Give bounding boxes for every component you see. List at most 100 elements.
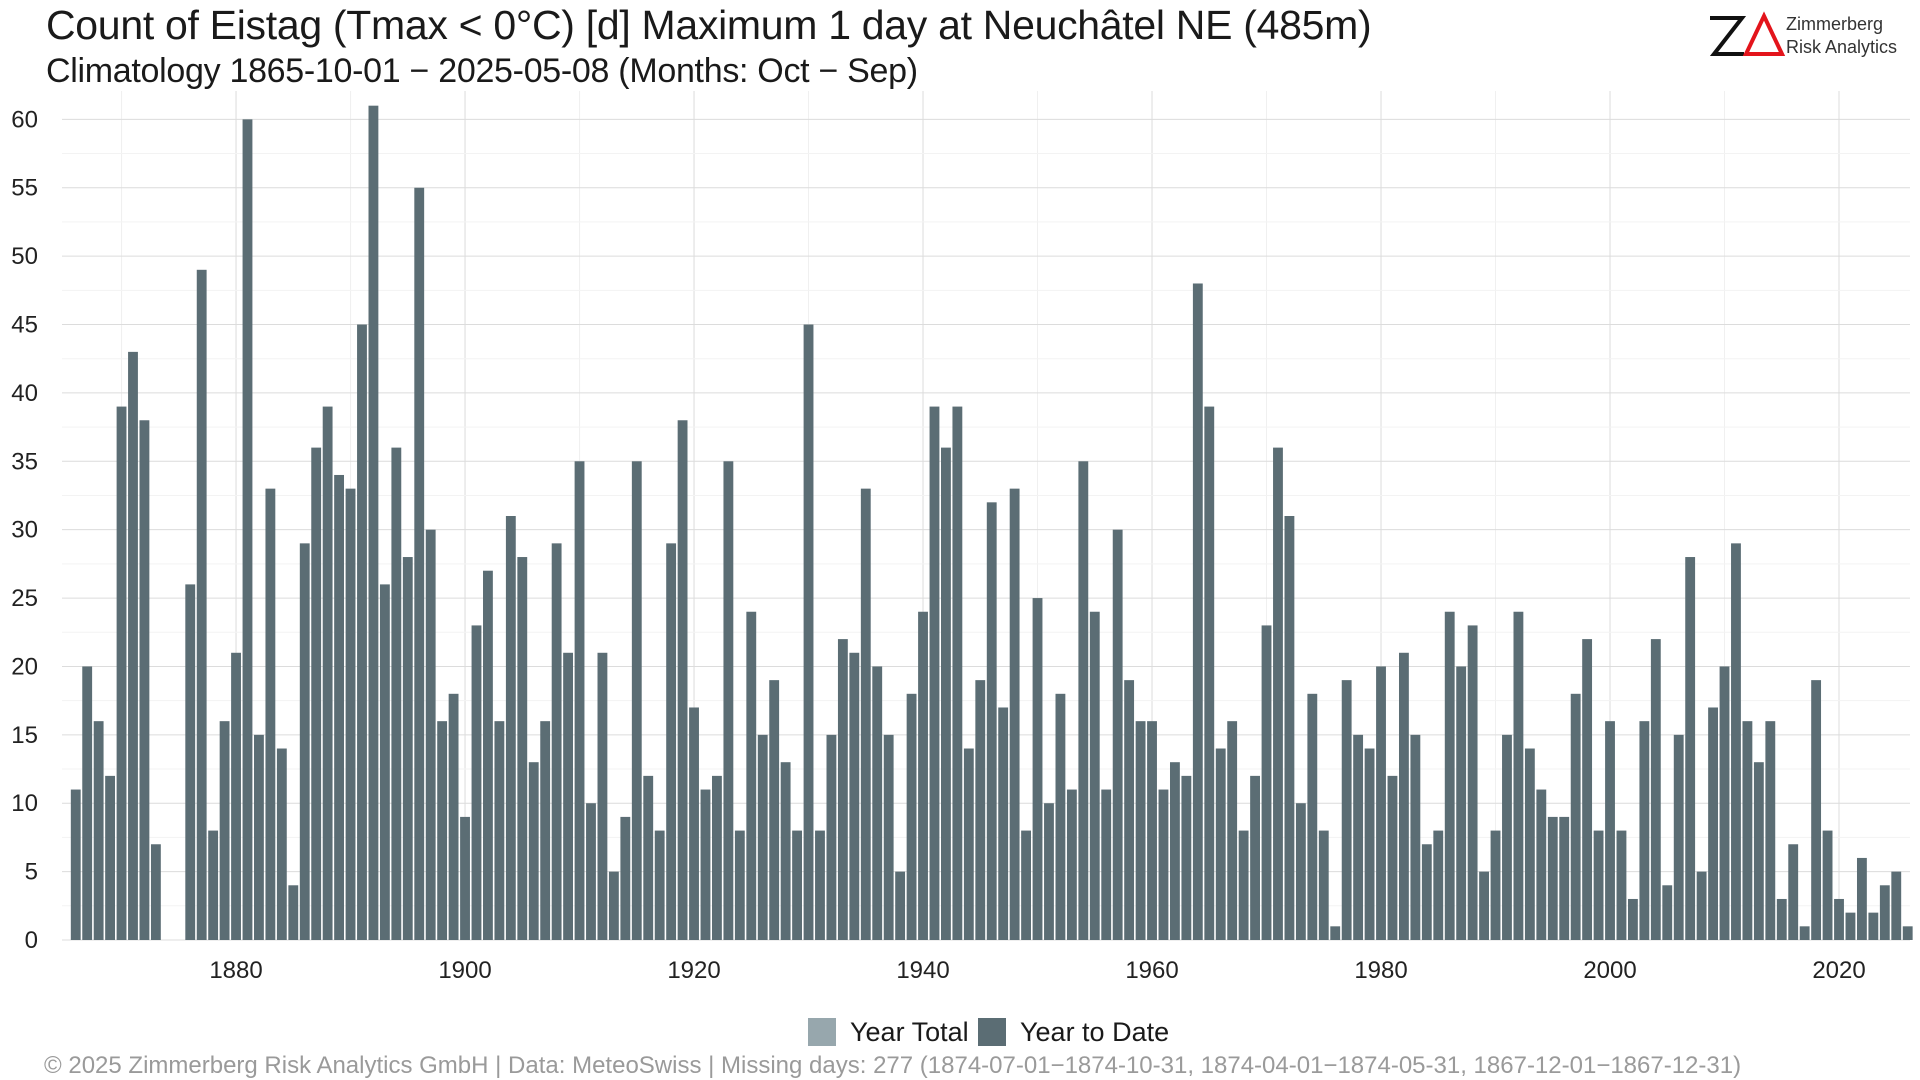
bar-2005	[1662, 885, 1673, 940]
bar-2026	[1902, 926, 1913, 940]
bar-2017	[1799, 926, 1810, 940]
bar-1868	[93, 721, 104, 940]
bar-1914	[620, 816, 631, 940]
bar-1945	[975, 680, 986, 940]
bar-1930	[803, 324, 814, 941]
bar-2019	[1822, 830, 1833, 940]
bar-1996	[1559, 816, 1570, 940]
bar-2004	[1650, 639, 1661, 940]
bar-1947	[998, 707, 1009, 940]
bar-1983	[1410, 734, 1421, 940]
bar-1894	[391, 447, 402, 940]
bar-1949	[1021, 830, 1031, 940]
bar-1991	[1502, 734, 1512, 940]
bar-2016	[1788, 844, 1799, 940]
bar-1888	[322, 406, 333, 940]
bar-1910	[574, 461, 585, 940]
x-tick-label: 1880	[209, 957, 262, 984]
bar-2018	[1811, 680, 1822, 940]
bar-1881	[242, 119, 253, 940]
bar-1899	[448, 693, 459, 940]
bar-1890	[345, 488, 356, 940]
bar-1973	[1295, 803, 1306, 940]
bar-chart: 0 5 10 15 20 25 30 35 40 45 50 55 60 1880 1900 1920 194…	[11, 91, 1913, 984]
bar-1966	[1215, 748, 1226, 940]
bar-1956	[1101, 789, 1112, 940]
bars	[70, 105, 1913, 941]
x-tick-label: 1920	[667, 957, 720, 984]
bar-1892	[368, 105, 379, 940]
bar-1971	[1273, 447, 1283, 940]
za-logo-icon	[1709, 11, 1786, 56]
legend-item-year-total: Year Total	[808, 1015, 969, 1049]
bar-1884	[276, 748, 287, 940]
bar-1918	[666, 543, 677, 940]
legend-swatch-year-total	[808, 1018, 836, 1046]
bar-1952	[1055, 693, 1066, 940]
bar-1938	[895, 871, 906, 940]
bar-1950	[1032, 598, 1043, 940]
bar-2003	[1639, 721, 1650, 940]
bar-2011	[1731, 543, 1741, 940]
bar-1934	[849, 652, 860, 940]
bar-1870	[116, 406, 127, 940]
bar-1992	[1513, 611, 1524, 940]
bar-1978	[1353, 734, 1364, 940]
chart-subtitle: Climatology 1865-10-01 − 2025-05-08 (Mon…	[46, 52, 918, 90]
legend-item-year-to-date: Year to Date	[978, 1015, 1169, 1049]
bar-1906	[528, 762, 539, 940]
bar-1970	[1261, 625, 1272, 940]
bar-2002	[1627, 898, 1638, 940]
bar-2006	[1673, 734, 1684, 940]
bar-1911	[586, 803, 596, 940]
bar-1896	[414, 187, 425, 940]
x-tick-label: 2020	[1812, 957, 1865, 984]
bar-1941	[929, 406, 940, 940]
bar-1951	[1044, 803, 1054, 940]
bar-1984	[1421, 844, 1432, 940]
bar-1976	[1330, 926, 1341, 940]
bar-1883	[265, 488, 276, 940]
bar-1979	[1364, 748, 1375, 940]
bar-1879	[219, 721, 230, 940]
bar-1986	[1444, 611, 1455, 940]
bar-2000	[1605, 721, 1615, 940]
bar-1928	[780, 762, 791, 940]
bar-1963	[1181, 775, 1192, 940]
bar-1885	[288, 885, 299, 940]
x-tick-label: 1980	[1354, 957, 1407, 984]
bar-1878	[208, 830, 219, 940]
y-tick-label: 50	[11, 243, 38, 270]
y-tick-label: 55	[11, 175, 38, 202]
bar-1915	[631, 461, 642, 940]
bar-1889	[334, 474, 345, 940]
bar-1871	[128, 351, 138, 940]
bar-1988	[1467, 625, 1478, 940]
bar-1900	[460, 816, 470, 940]
bar-1965	[1204, 406, 1215, 940]
bar-2009	[1708, 707, 1718, 940]
y-tick-label: 15	[11, 722, 38, 749]
bar-1954	[1078, 461, 1089, 940]
bar-1931	[815, 830, 825, 940]
bar-1897	[425, 529, 436, 940]
y-axis-tick-labels: 0 5 10 15 20 25 30 35 40 45 50 55 60	[11, 106, 38, 954]
bar-1922	[712, 775, 722, 940]
y-tick-label: 35	[11, 448, 38, 475]
bar-1957	[1112, 529, 1123, 940]
bar-1964	[1192, 283, 1203, 940]
bar-1975	[1318, 830, 1329, 940]
bar-1942	[941, 447, 951, 940]
y-tick-label: 5	[25, 859, 38, 886]
bar-1866	[70, 789, 81, 940]
bar-2001	[1616, 830, 1627, 940]
bar-1982	[1398, 652, 1409, 940]
logo-line-2: Risk Analytics	[1786, 37, 1898, 57]
bar-1873	[150, 844, 161, 940]
y-tick-label: 20	[11, 653, 38, 680]
bar-1980	[1376, 666, 1386, 940]
bar-1937	[883, 734, 894, 940]
bar-1904	[505, 516, 516, 940]
bar-1972	[1284, 516, 1295, 940]
bar-2010	[1719, 666, 1730, 940]
